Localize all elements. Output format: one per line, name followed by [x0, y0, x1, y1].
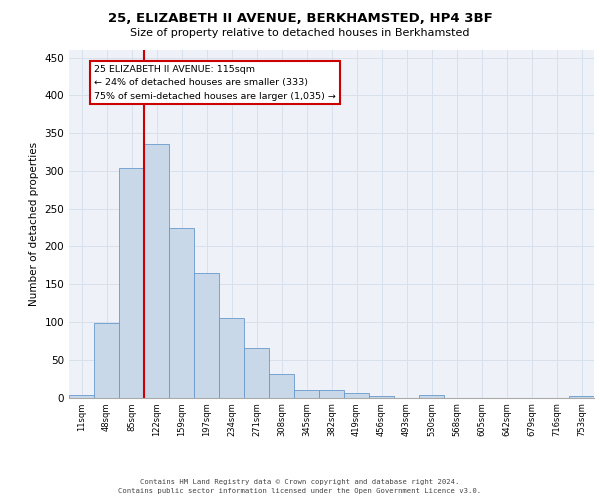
Bar	[319, 390, 344, 398]
Text: 25 ELIZABETH II AVENUE: 115sqm
← 24% of detached houses are smaller (333)
75% of: 25 ELIZABETH II AVENUE: 115sqm ← 24% of …	[94, 65, 336, 100]
Bar	[94, 322, 119, 398]
Bar	[569, 396, 594, 398]
Bar	[194, 273, 219, 398]
Bar	[419, 395, 444, 398]
Text: Contains HM Land Registry data © Crown copyright and database right 2024.
Contai: Contains HM Land Registry data © Crown c…	[118, 479, 482, 494]
Y-axis label: Number of detached properties: Number of detached properties	[29, 142, 39, 306]
Text: Size of property relative to detached houses in Berkhamsted: Size of property relative to detached ho…	[130, 28, 470, 38]
Bar	[119, 168, 144, 398]
Bar	[144, 144, 169, 398]
Bar	[169, 228, 194, 398]
Bar	[269, 374, 294, 398]
Bar	[344, 393, 369, 398]
Text: 25, ELIZABETH II AVENUE, BERKHAMSTED, HP4 3BF: 25, ELIZABETH II AVENUE, BERKHAMSTED, HP…	[107, 12, 493, 26]
Bar	[369, 396, 394, 398]
Bar	[244, 348, 269, 398]
Bar	[294, 390, 319, 398]
Bar	[219, 318, 244, 398]
Bar	[69, 395, 94, 398]
